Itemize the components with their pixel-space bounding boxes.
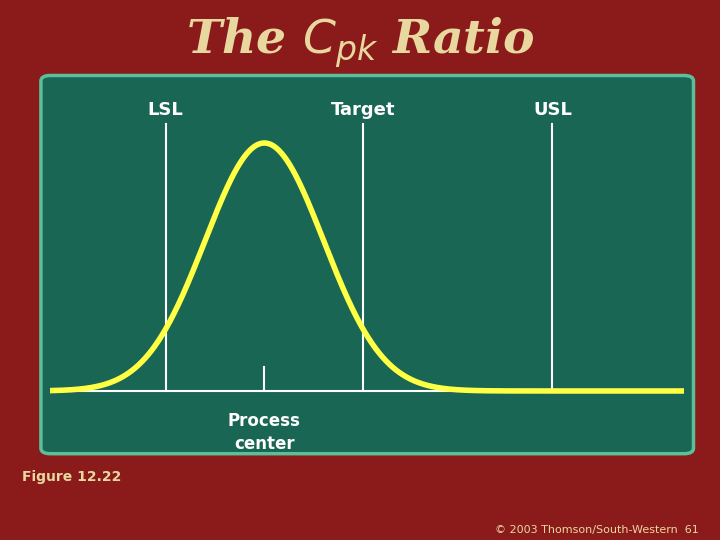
FancyBboxPatch shape: [41, 76, 693, 454]
Text: LSL: LSL: [148, 101, 184, 119]
Text: © 2003 Thomson/South-Western  61: © 2003 Thomson/South-Western 61: [495, 524, 698, 535]
Text: Target: Target: [330, 101, 395, 119]
Text: Figure 12.22: Figure 12.22: [22, 470, 121, 484]
Text: The $C_{pk}$ Ratio: The $C_{pk}$ Ratio: [186, 16, 534, 70]
Text: Process
center: Process center: [228, 413, 301, 453]
Text: USL: USL: [533, 101, 572, 119]
